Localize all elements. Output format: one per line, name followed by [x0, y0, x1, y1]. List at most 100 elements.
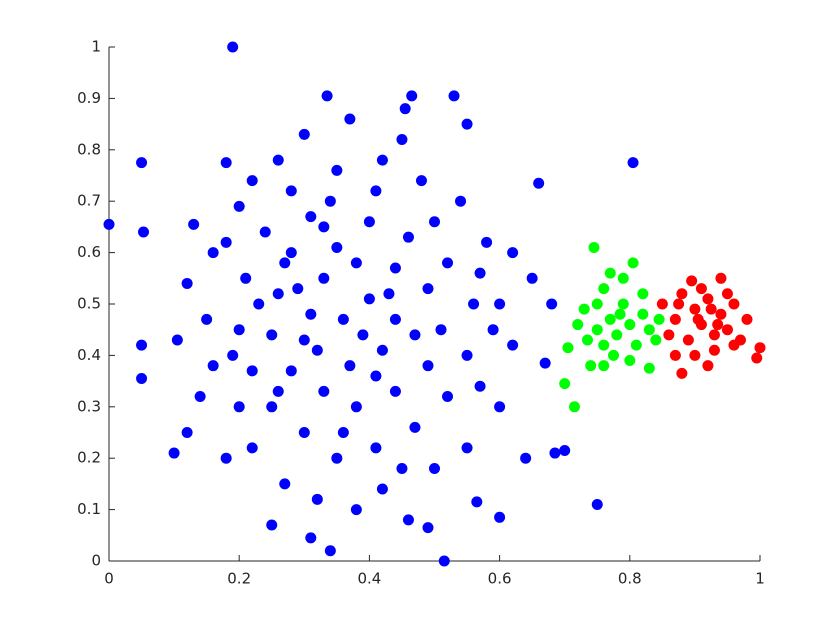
- point: [246, 365, 258, 377]
- point: [611, 329, 623, 341]
- point: [507, 247, 519, 259]
- point: [721, 324, 733, 336]
- point: [549, 447, 561, 459]
- point: [227, 41, 239, 53]
- point: [318, 385, 330, 397]
- point: [591, 498, 603, 510]
- point: [266, 329, 278, 341]
- point: [608, 349, 620, 361]
- point: [350, 401, 362, 413]
- point: [676, 367, 688, 379]
- point: [438, 555, 450, 567]
- point: [627, 257, 639, 269]
- point: [324, 545, 336, 557]
- point: [689, 303, 701, 315]
- y-tick-label: 1: [91, 38, 101, 56]
- point: [712, 319, 724, 331]
- point: [487, 324, 499, 336]
- point: [715, 272, 727, 284]
- point: [318, 221, 330, 233]
- point: [546, 298, 558, 310]
- point: [406, 90, 418, 102]
- point: [429, 216, 440, 228]
- point: [588, 241, 600, 253]
- point: [422, 360, 434, 372]
- point: [653, 313, 665, 325]
- point: [344, 113, 356, 125]
- point: [246, 175, 258, 187]
- point: [227, 349, 239, 361]
- point: [705, 303, 717, 315]
- point: [435, 324, 447, 336]
- point: [559, 378, 571, 390]
- point: [663, 329, 675, 341]
- point: [337, 427, 349, 438]
- point: [311, 493, 323, 505]
- x-tick-label: 0: [104, 570, 114, 588]
- point: [370, 442, 382, 454]
- point: [318, 272, 330, 284]
- point: [617, 298, 629, 310]
- point: [728, 298, 740, 310]
- point: [442, 391, 454, 403]
- point: [676, 288, 688, 300]
- y-tick-label: 0.7: [77, 192, 101, 210]
- point: [331, 164, 343, 176]
- point: [376, 344, 388, 356]
- point: [370, 185, 382, 197]
- point: [285, 365, 297, 377]
- point: [363, 293, 375, 305]
- point: [266, 519, 278, 531]
- point: [399, 103, 411, 115]
- point: [702, 293, 714, 305]
- point: [298, 128, 310, 140]
- point: [298, 427, 310, 438]
- point: [461, 442, 473, 454]
- point: [272, 288, 284, 300]
- point: [396, 462, 408, 474]
- point: [409, 421, 421, 433]
- point: [559, 444, 571, 456]
- y-tick-label: 0.6: [77, 243, 101, 261]
- point: [103, 218, 115, 230]
- point: [692, 313, 704, 325]
- point: [331, 241, 343, 253]
- point: [598, 360, 610, 372]
- point: [402, 514, 414, 526]
- point: [220, 157, 232, 169]
- point: [389, 385, 401, 397]
- point: [376, 483, 388, 495]
- point: [708, 329, 720, 341]
- point: [194, 391, 206, 403]
- point: [507, 339, 519, 351]
- point: [568, 401, 580, 413]
- point: [253, 298, 265, 310]
- point: [429, 462, 440, 474]
- point: [272, 385, 284, 397]
- point: [673, 298, 685, 310]
- point: [721, 288, 733, 300]
- point: [669, 349, 681, 361]
- x-tick-label: 0.6: [488, 570, 512, 588]
- point: [708, 344, 720, 356]
- point: [598, 339, 610, 351]
- point: [627, 157, 639, 169]
- point: [207, 247, 219, 259]
- point: [643, 362, 655, 374]
- point: [728, 339, 740, 351]
- y-tick-label: 0.9: [77, 89, 101, 107]
- point: [266, 401, 278, 413]
- point: [136, 339, 148, 351]
- point: [389, 313, 401, 325]
- point: [422, 522, 434, 534]
- point: [350, 257, 362, 269]
- x-tick-label: 0.8: [618, 570, 642, 588]
- point: [298, 334, 310, 346]
- point: [272, 154, 284, 166]
- point: [598, 283, 610, 295]
- point: [702, 360, 714, 372]
- point: [181, 427, 193, 438]
- point: [188, 218, 200, 230]
